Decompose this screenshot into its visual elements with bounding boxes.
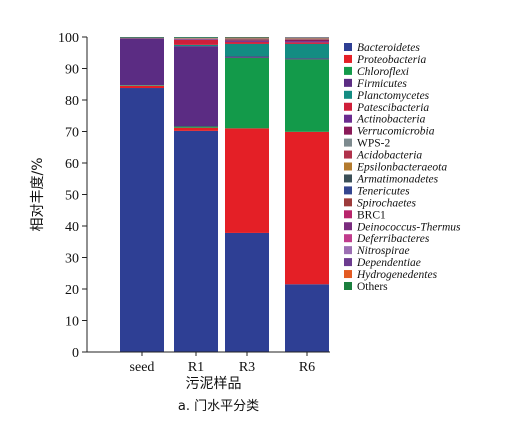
legend-label: Others <box>357 281 388 293</box>
legend-label: WPS-2 <box>357 138 390 150</box>
legend-swatch <box>344 54 352 63</box>
legend-swatch <box>344 174 352 183</box>
legend-label: Acidobacteria <box>356 150 422 162</box>
legend-label: Tenericutes <box>357 185 410 197</box>
y-tick-label: 50 <box>65 189 79 204</box>
legend-swatch <box>344 66 352 75</box>
bar-segment <box>225 128 269 233</box>
bar-segment <box>174 46 218 127</box>
bar-segment <box>285 43 329 59</box>
bar-segment <box>225 40 269 42</box>
bar-segment <box>120 85 164 89</box>
legend-swatch <box>344 150 352 159</box>
legend-swatch <box>344 186 352 195</box>
bar-segment <box>174 127 218 131</box>
legend-label: Armatimonadetes <box>356 173 439 185</box>
y-ticks-group: 0 10 20 30 40 50 60 70 80 90 100 <box>58 31 87 361</box>
legend-label: Verrucomicrobia <box>357 126 435 138</box>
bar-segment <box>174 37 218 38</box>
legend-label: Nitrospirae <box>356 245 410 257</box>
bar-segment <box>225 43 269 57</box>
legend-label: Firmicutes <box>356 78 407 90</box>
bar-segment <box>174 44 218 47</box>
legend: BacteroidetesProteobacteriaChloroflexiFi… <box>344 42 461 293</box>
y-tick-label: 0 <box>72 346 79 361</box>
legend-label: Chloroflexi <box>357 66 409 78</box>
y-axis-title: 相对丰度/% <box>30 157 46 231</box>
bar-segment <box>285 131 329 285</box>
legend-swatch <box>344 246 352 255</box>
legend-swatch <box>344 114 352 123</box>
y-tick-label: 10 <box>65 315 79 330</box>
legend-label: Proteobacteria <box>356 54 426 66</box>
legend-swatch <box>344 102 352 111</box>
y-tick-label: 100 <box>58 31 79 46</box>
legend-swatch <box>344 234 352 243</box>
bar-segment <box>120 38 164 86</box>
bar-segment <box>225 38 269 40</box>
bar-segment <box>120 37 164 38</box>
legend-label: Patescibacteria <box>356 102 429 114</box>
bar-segment <box>174 39 218 45</box>
legend-swatch <box>344 78 352 87</box>
bar-segment <box>225 37 269 38</box>
y-tick-label: 60 <box>65 157 79 172</box>
x-labels-group: seed R1 R3 R6 <box>130 352 315 375</box>
bars-group <box>120 37 329 352</box>
bar-segment <box>174 39 218 40</box>
bar-segment <box>225 42 269 44</box>
legend-label: Planctomycetes <box>356 90 430 102</box>
x-tick-label: R1 <box>188 360 204 375</box>
y-tick-label: 90 <box>65 63 79 78</box>
bar-segment <box>225 39 269 41</box>
legend-label: Dependentiae <box>356 257 421 269</box>
legend-label: Hydrogenedentes <box>356 269 438 281</box>
y-tick-label: 30 <box>65 252 79 267</box>
x-axis-title: 污泥样品 <box>186 376 242 392</box>
x-tick-label: R3 <box>239 360 255 375</box>
legend-swatch <box>344 162 352 171</box>
y-tick-label: 40 <box>65 220 79 235</box>
legend-label: Deferribacteres <box>356 233 430 245</box>
y-tick-label: 70 <box>65 126 79 141</box>
bar-segment <box>285 284 329 352</box>
bar-segment <box>285 59 329 132</box>
bar-segment <box>285 39 329 42</box>
legend-swatch <box>344 210 352 219</box>
x-tick-label: seed <box>130 360 155 375</box>
bar-segment <box>225 57 269 129</box>
legend-label: Bacteroidetes <box>357 42 420 54</box>
bar-segment <box>174 130 218 352</box>
bar-segment <box>120 88 164 352</box>
bar-segment <box>285 58 329 60</box>
legend-swatch <box>344 198 352 207</box>
legend-swatch <box>344 282 352 290</box>
legend-swatch <box>344 258 352 267</box>
legend-swatch <box>344 43 352 51</box>
legend-label: BRC1 <box>357 209 386 221</box>
figure-caption: a. 门水平分类 <box>178 399 259 414</box>
legend-label: Actinobacteria <box>356 114 426 126</box>
bar-segment <box>174 126 218 128</box>
bar-segment <box>285 42 329 44</box>
legend-swatch <box>344 270 352 279</box>
y-tick-label: 20 <box>65 283 79 298</box>
bar-segment <box>285 38 329 40</box>
bar-segment <box>225 41 269 43</box>
bar-segment <box>285 41 329 43</box>
x-tick-label: R6 <box>299 360 315 375</box>
bar-segment <box>225 232 269 352</box>
legend-label: Spirochaetes <box>357 197 417 209</box>
legend-label: Deinococcus-Thermus <box>356 221 461 233</box>
legend-swatch <box>344 126 352 135</box>
legend-label: Epsilonbacteraeota <box>356 162 447 174</box>
bar-segment <box>120 85 164 86</box>
legend-swatch <box>344 90 352 99</box>
legend-swatch <box>344 222 352 231</box>
legend-swatch <box>344 138 352 147</box>
y-tick-label: 80 <box>65 94 79 109</box>
bar-segment <box>225 56 269 58</box>
